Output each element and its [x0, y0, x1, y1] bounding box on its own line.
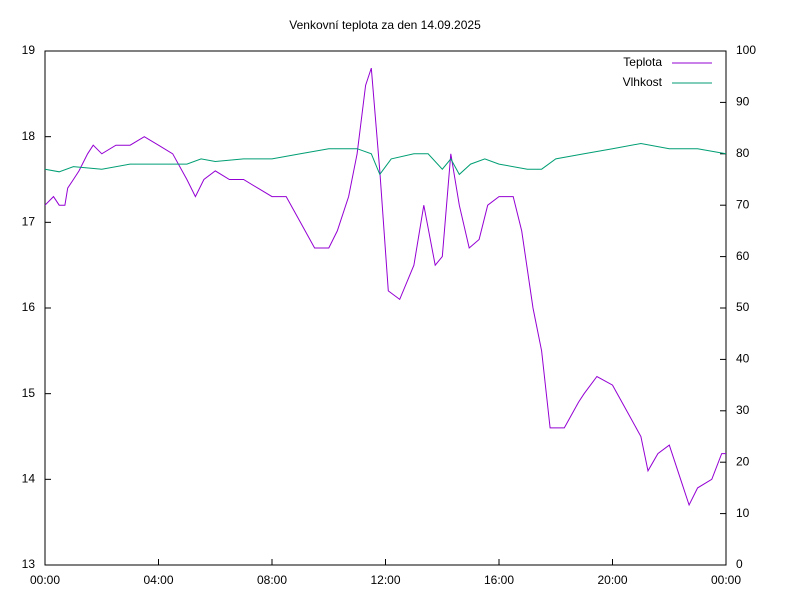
- y2-tick-label: 70: [736, 197, 750, 211]
- y2-tick-label: 80: [736, 146, 750, 160]
- x-tick-label: 00:00: [711, 573, 741, 587]
- x-tick-label: 08:00: [257, 573, 287, 587]
- y2-tick-label: 100: [736, 43, 756, 57]
- y2-tick-label: 40: [736, 352, 750, 366]
- x-tick-label: 04:00: [143, 573, 173, 587]
- y-tick-label: 13: [22, 557, 36, 571]
- y2-tick-label: 20: [736, 454, 750, 468]
- x-tick-label: 16:00: [484, 573, 514, 587]
- y-tick-label: 14: [22, 472, 36, 486]
- y2-tick-label: 60: [736, 249, 750, 263]
- legend-label: Teplota: [623, 55, 662, 69]
- y2-tick-label: 10: [736, 506, 750, 520]
- y2-tick-label: 90: [736, 95, 750, 109]
- x-tick-label: 20:00: [597, 573, 627, 587]
- chart-title: Venkovní teplota za den 14.09.2025: [289, 18, 481, 32]
- y-tick-label: 16: [22, 300, 36, 314]
- x-tick-label: 12:00: [370, 573, 400, 587]
- y-tick-label: 19: [22, 43, 36, 57]
- y-tick-label: 17: [22, 215, 36, 229]
- plot-frame: [44, 50, 727, 566]
- series-line: [44, 142, 727, 176]
- series-line: [44, 67, 726, 507]
- y-tick-label: 18: [22, 129, 36, 143]
- legend-label: Vlhkost: [623, 75, 663, 89]
- y2-tick-label: 30: [736, 403, 750, 417]
- y-tick-label: 15: [22, 386, 36, 400]
- y2-tick-label: 50: [736, 300, 750, 314]
- y2-tick-label: 0: [736, 557, 743, 571]
- x-tick-label: 00:00: [30, 573, 60, 587]
